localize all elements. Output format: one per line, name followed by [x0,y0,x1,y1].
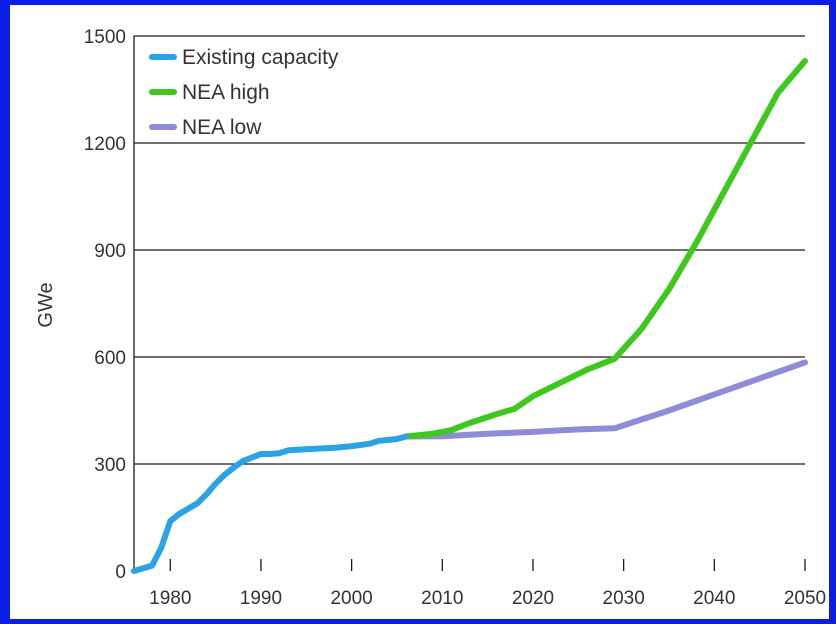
x-tick-label-2020: 2020 [512,588,554,609]
y-axis-title: GWe [35,282,57,327]
series-line-nea-high [403,58,808,440]
series-line-existing-capacity [131,433,409,574]
y-tick-label-1200: 1200 [84,134,126,155]
legend-label-nea-low: NEA low [182,116,262,139]
x-tick-label-2000: 2000 [330,588,372,609]
y-tick-label-1500: 1500 [84,27,126,48]
legend-label-nea-high: NEA high [182,81,270,104]
series-line-nea-low [403,359,808,440]
x-tick-label-1980: 1980 [149,588,191,609]
y-tick-label-300: 300 [94,455,126,476]
x-tick-label-2040: 2040 [693,588,735,609]
x-tick-label-2050: 2050 [784,588,826,609]
y-tick-label-600: 600 [94,348,126,369]
legend-label-existing-capacity: Existing capacity [182,46,339,69]
line-chart: 0 300 600 900 1200 1500 1980 1990 2000 2010 2020 20… [35,27,826,609]
y-tick-label-900: 900 [94,241,126,262]
x-tick-label-2010: 2010 [421,588,463,609]
y-tick-label-0: 0 [115,562,126,583]
chart-frame: 0 300 600 900 1200 1500 1980 1990 2000 2010 2020 20… [10,5,829,619]
x-tick-label-2030: 2030 [603,588,645,609]
x-tick-label-1990: 1990 [240,588,282,609]
